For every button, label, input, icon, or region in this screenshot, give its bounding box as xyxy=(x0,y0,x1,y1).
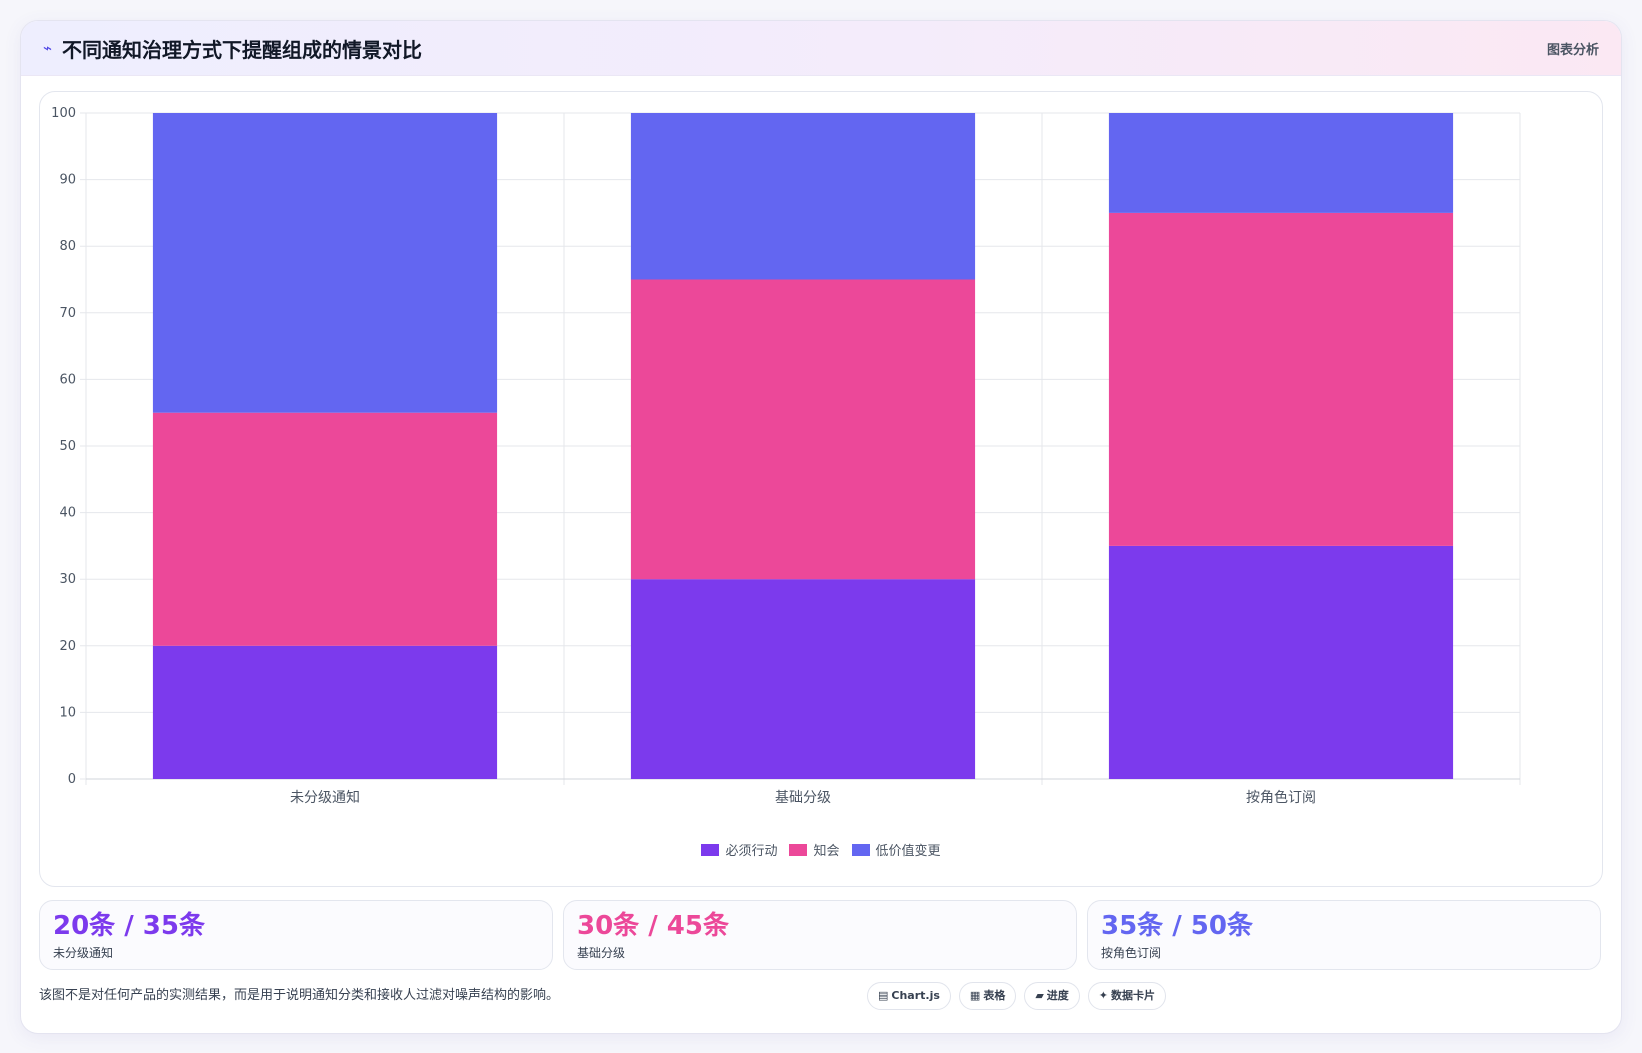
chip-icon: ▦ xyxy=(969,989,981,1002)
header-tag: 图表分析 xyxy=(1546,42,1599,58)
stat-label: 未分级通知 xyxy=(53,946,114,960)
bar-segment xyxy=(630,279,976,580)
bar-segment xyxy=(152,645,498,779)
chart-card: ⌁ 不同通知治理方式下提醒组成的情景对比 图表分析 0 10 20 30 40 50 60 7… xyxy=(20,20,1622,1034)
stat-value: 35条 / 50条 xyxy=(1101,911,1253,941)
y-tick-label: 0 xyxy=(68,772,76,787)
y-tick-label: 40 xyxy=(59,506,76,521)
x-category-label: 基础分级 xyxy=(775,789,831,806)
bar-segment xyxy=(152,113,498,413)
bar-segment xyxy=(1108,212,1454,546)
chart-line-icon: ⌁ xyxy=(43,39,53,57)
bar-segment xyxy=(152,412,498,646)
bar-segment xyxy=(630,579,976,779)
legend-swatch xyxy=(851,843,870,856)
stat-label: 按角色订阅 xyxy=(1101,946,1162,960)
y-tick-label: 50 xyxy=(59,439,76,454)
y-tick-label: 80 xyxy=(59,239,76,254)
legend-item[interactable]: 必须行动 xyxy=(701,840,777,859)
feature-chip[interactable]: ▦ 表格 xyxy=(958,982,1017,1010)
chip-icon: ▤ xyxy=(878,989,889,1002)
legend-item[interactable]: 知会 xyxy=(789,840,840,859)
title-group: ⌁ 不同通知治理方式下提醒组成的情景对比 xyxy=(43,34,422,63)
chip-label: Chart.js xyxy=(891,989,940,1002)
chip-label: 表格 xyxy=(983,989,1006,1002)
chart-panel: 0 10 20 30 40 50 60 70 80 90 100 未分级通知 基础分级 按角色订阅 必须行… xyxy=(39,91,1603,887)
y-tick-label: 70 xyxy=(59,306,76,321)
stat-card: 30条 / 45条基础分级 xyxy=(563,900,1077,970)
y-tick-label: 90 xyxy=(59,173,76,188)
chip-label: 数据卡片 xyxy=(1111,989,1156,1002)
legend-swatch xyxy=(789,843,808,856)
legend-label: 低价值变更 xyxy=(875,844,941,859)
legend-item[interactable]: 低价值变更 xyxy=(851,840,941,859)
y-tick-label: 60 xyxy=(59,372,76,387)
stat-value: 30条 / 45条 xyxy=(577,911,729,941)
card-header: ⌁ 不同通知治理方式下提醒组成的情景对比 图表分析 xyxy=(21,21,1621,76)
bar-segment xyxy=(1108,113,1454,213)
y-tick-label: 30 xyxy=(59,572,76,587)
feature-chip[interactable]: ▤ Chart.js xyxy=(867,982,951,1010)
y-tick-label: 20 xyxy=(59,639,76,654)
legend-label: 知会 xyxy=(813,844,840,859)
feature-chips: ▤ Chart.js ▦ 表格 ▰ 进度 ✦ 数据卡片 xyxy=(867,982,1167,1010)
chart-title: 不同通知治理方式下提醒组成的情景对比 xyxy=(62,37,423,62)
legend-swatch xyxy=(701,843,720,856)
chip-icon: ✦ xyxy=(1098,989,1109,1002)
stacked-bar-chart: 0 10 20 30 40 50 60 70 80 90 100 未分级通知 基础分级 按角色订阅 xyxy=(51,106,1521,806)
footer-note: 该图不是对任何产品的实测结果，而是用于说明通知分类和接收人过滤对噪声结构的影响。 xyxy=(39,988,560,1003)
chip-icon: ▰ xyxy=(1035,989,1044,1002)
y-tick-label: 100 xyxy=(51,106,76,121)
legend-label: 必须行动 xyxy=(725,844,778,859)
stat-card: 20条 / 35条未分级通知 xyxy=(39,900,553,970)
chip-label: 进度 xyxy=(1046,989,1069,1002)
feature-chip[interactable]: ✦ 数据卡片 xyxy=(1087,982,1167,1010)
chart-legend: 必须行动 知会 低价值变更 xyxy=(40,840,1602,859)
bar-segment xyxy=(630,113,976,280)
stat-label: 基础分级 xyxy=(577,946,626,960)
stat-cards: 20条 / 35条 未分级通知 30条 / 45条 基础分级 35条 / 50条 按角色订… xyxy=(39,900,1601,970)
feature-chip[interactable]: ▰ 进度 xyxy=(1024,982,1080,1010)
stat-value: 20条 / 35条 xyxy=(53,911,205,941)
y-tick-label: 10 xyxy=(59,705,76,720)
x-category-label: 按角色订阅 xyxy=(1246,789,1316,806)
x-category-label: 未分级通知 xyxy=(290,789,360,806)
bar-segment xyxy=(1108,545,1454,779)
stat-card: 35条 / 50条按角色订阅 xyxy=(1087,900,1601,970)
